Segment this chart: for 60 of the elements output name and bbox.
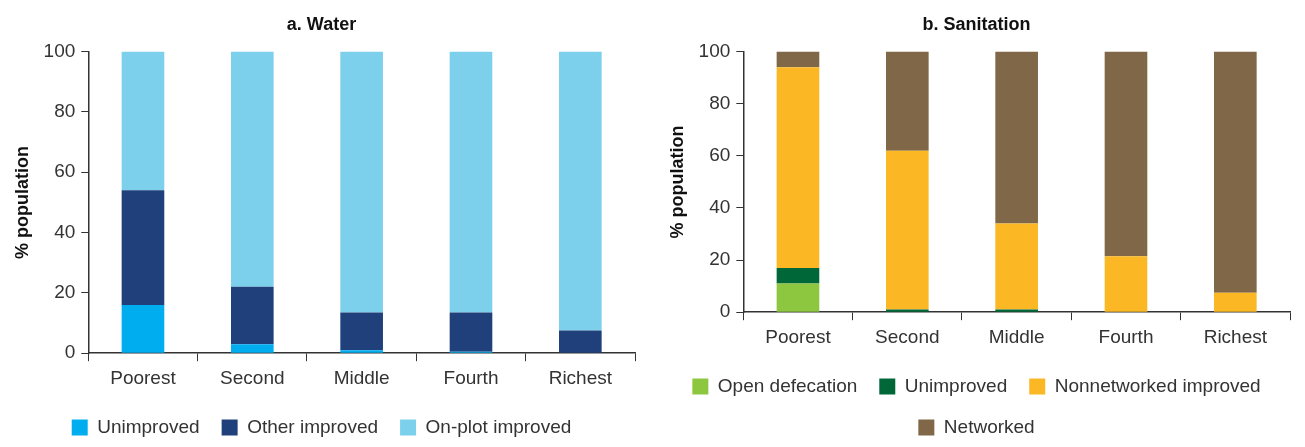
x-tick-label: Middle (988, 325, 1045, 347)
x-tick-label: Second (875, 325, 940, 347)
bar (1104, 256, 1148, 312)
y-tick-label: 20 (54, 281, 76, 303)
bar (559, 330, 602, 353)
bar (340, 51, 383, 313)
y-tick-label: 80 (54, 100, 76, 122)
bar (885, 51, 929, 151)
legend-label: Unimproved (97, 415, 200, 437)
y-tick-label: 0 (719, 300, 731, 322)
bar (776, 67, 820, 268)
bar (1214, 292, 1257, 312)
y-axis-title: % population (666, 125, 687, 239)
bar (121, 190, 165, 305)
bar (1104, 51, 1148, 257)
x-tick-label: Second (220, 366, 285, 388)
bar (340, 312, 383, 351)
x-tick-label: Richest (548, 366, 613, 388)
bar (885, 309, 929, 312)
y-tick-label: 0 (64, 341, 76, 363)
y-tick-label: 100 (43, 39, 76, 61)
y-tick-label: 60 (54, 160, 76, 182)
bar (230, 286, 274, 345)
chart-title: b. Sanitation (922, 13, 1031, 34)
x-tick-label: Middle (333, 366, 390, 388)
bar (340, 350, 383, 353)
legend-label: Unimproved (904, 374, 1008, 396)
x-tick-label: Fourth (443, 366, 499, 388)
bar (995, 223, 1038, 310)
y-tick-label: 20 (709, 248, 731, 270)
chart-title: a. Water (286, 13, 357, 34)
bar (885, 150, 929, 310)
bar (776, 51, 820, 68)
bar (449, 51, 493, 313)
y-tick-label: 80 (709, 91, 731, 113)
y-tick-label: 40 (709, 196, 731, 218)
bar (559, 51, 602, 331)
x-tick-label: Poorest (765, 325, 832, 347)
legend-label: Nonnetworked improved (1054, 374, 1261, 396)
x-tick-label: Fourth (1098, 325, 1154, 347)
bar (230, 51, 274, 287)
bar (230, 344, 274, 353)
bar (121, 51, 165, 191)
x-tick-label: Poorest (110, 366, 177, 388)
bar (995, 51, 1038, 224)
bar (995, 309, 1038, 312)
legend-label: Open defecation (717, 374, 858, 396)
legend-label: On-plot improved (425, 415, 572, 437)
legend-label: Other improved (247, 415, 379, 437)
y-tick-label: 40 (54, 220, 76, 242)
bar (121, 304, 165, 353)
bar (1214, 51, 1257, 293)
legend-label: Networked (943, 415, 1035, 437)
bar (449, 312, 493, 352)
y-tick-label: 60 (709, 144, 731, 166)
y-axis-title: % population (11, 145, 32, 259)
bar (776, 283, 820, 312)
bar (776, 267, 820, 284)
x-tick-label: Richest (1203, 325, 1268, 347)
y-tick-label: 100 (698, 39, 731, 61)
